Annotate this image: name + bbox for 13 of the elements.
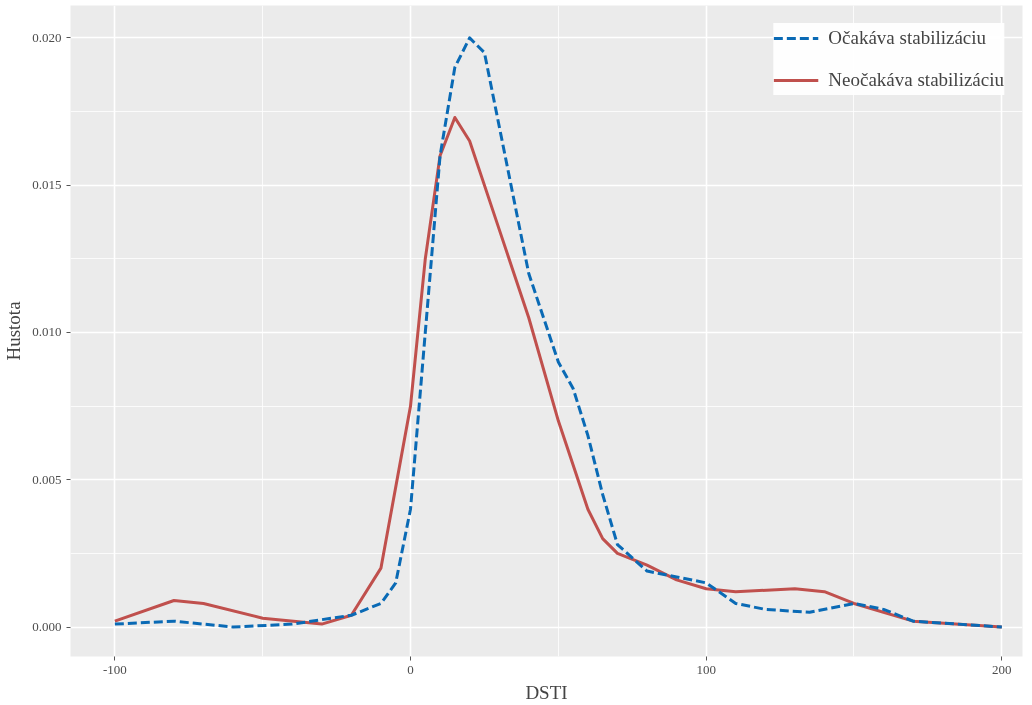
- x-tick-label: -100: [102, 661, 127, 677]
- legend-label: Neočakáva stabilizáciu: [828, 69, 1004, 91]
- y-tick-label: 0.015: [32, 177, 62, 193]
- y-axis-title: Hustota: [3, 300, 25, 361]
- legend-label: Očakáva stabilizáciu: [828, 27, 987, 49]
- y-tick-label: 0.000: [32, 619, 62, 635]
- x-tick-label: 200: [992, 661, 1012, 677]
- x-axis-title: DSTI: [525, 681, 568, 703]
- y-tick-label: 0.010: [32, 324, 62, 340]
- x-tick-label: 100: [696, 661, 716, 677]
- y-tick-label: 0.005: [32, 471, 62, 487]
- y-tick-label: 0.020: [32, 29, 62, 45]
- x-tick-label: 0: [407, 661, 414, 677]
